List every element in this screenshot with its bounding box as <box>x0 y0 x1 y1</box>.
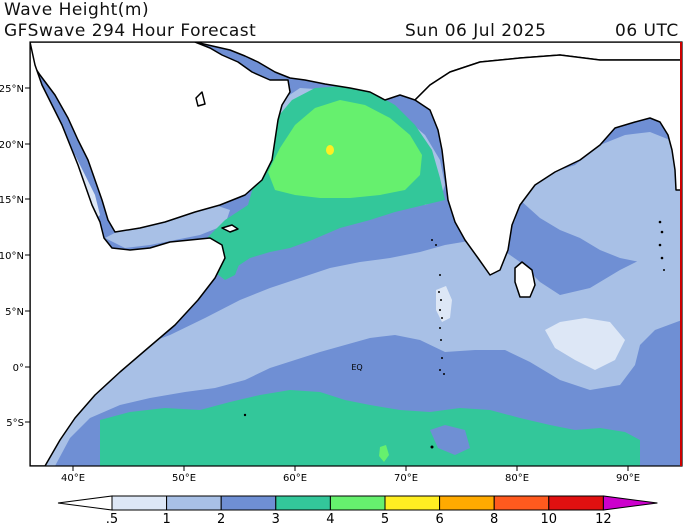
ocean-1-2m-bay <box>520 132 682 262</box>
legend-box-4 <box>329 495 386 511</box>
legend-left-arrow <box>57 495 113 511</box>
legend-right-arrow <box>602 495 658 511</box>
lat-label-15n: 15°N <box>0 195 24 206</box>
legend-label-9: 12 <box>595 512 612 525</box>
land-arabia <box>30 42 291 233</box>
ocean-4-5m-south-spot <box>379 445 389 462</box>
legend-label-3: 3 <box>272 512 280 525</box>
ocean-05-1m-maldives <box>436 286 452 322</box>
legend-label-7: 8 <box>490 512 498 525</box>
legend-label-0: .5 <box>106 512 118 525</box>
lat-label-20n: 20°N <box>0 140 24 151</box>
legend-box-0 <box>111 495 168 511</box>
legend-box-1 <box>166 495 222 511</box>
lat-label-5s: 5°S <box>6 418 24 429</box>
equator-label: EQ <box>351 363 362 372</box>
island-dots <box>243 220 665 449</box>
color-legend: .5 1 2 3 4 5 6 8 10 12 <box>57 495 658 527</box>
land-sri-lanka <box>514 261 536 298</box>
legend-box-5 <box>384 495 441 511</box>
legend-box-8 <box>548 495 604 511</box>
forecast-subtitle: GFSwave 294 Hour Forecast <box>4 21 257 41</box>
legend-label-6: 6 <box>435 512 443 525</box>
chart-title: Wave Height(m) <box>4 0 150 20</box>
ocean-05-1m-south <box>545 318 625 370</box>
legend-label-4: 4 <box>326 512 334 525</box>
lat-label-0: 0° <box>13 363 24 374</box>
forecast-date: Sun 06 Jul 2025 <box>405 21 547 41</box>
legend-box-2 <box>220 495 277 511</box>
lon-label-90e: 90°E <box>616 473 640 484</box>
legend-label-1: 1 <box>162 512 170 525</box>
lat-label-5n: 5°N <box>5 307 24 318</box>
land-socotra <box>221 224 239 233</box>
legend-label-8: 10 <box>541 512 558 525</box>
ocean-2-3m-south-patch <box>430 425 470 455</box>
lon-label-60e: 60°E <box>283 473 307 484</box>
legend-box-6 <box>439 495 495 511</box>
lon-label-70e: 70°E <box>394 473 418 484</box>
land-africa <box>30 42 226 466</box>
legend-label-2: 2 <box>217 512 225 525</box>
ocean-3-4m-south <box>100 390 640 466</box>
lon-label-50e: 50°E <box>172 473 196 484</box>
lat-label-10n: 10°N <box>0 251 24 262</box>
legend-box-3 <box>275 495 331 511</box>
legend-label-5: 5 <box>381 512 389 525</box>
land-masses <box>30 42 682 466</box>
lat-label-25n: 25°N <box>0 84 24 95</box>
ocean-5-6m-spot <box>326 145 334 155</box>
land-india <box>414 54 682 276</box>
forecast-time: 06 UTC <box>615 21 679 41</box>
ocean-1-2m-gulf-aden <box>105 205 230 248</box>
legend-box-7 <box>493 495 550 511</box>
ocean-4-5m-core <box>268 100 422 198</box>
ocean-1-2m-central <box>30 240 682 466</box>
lon-label-80e: 80°E <box>505 473 529 484</box>
lon-label-40e: 40°E <box>61 473 85 484</box>
land-qatar <box>195 91 206 107</box>
